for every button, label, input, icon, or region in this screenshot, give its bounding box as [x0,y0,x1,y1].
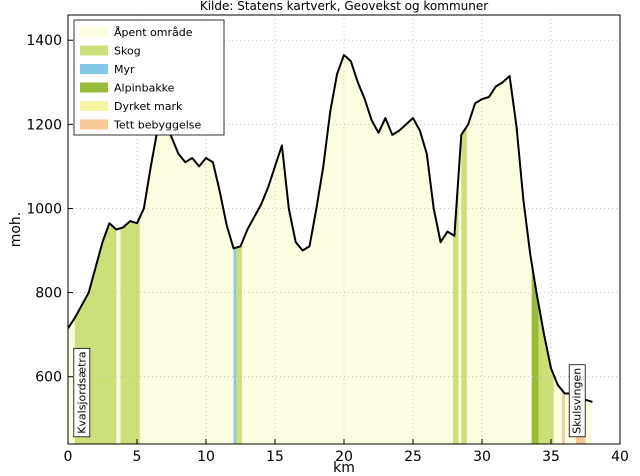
plot-area: 0 5 10 15 20 25 30 35 40 600 800 1000 1200 1400 Åpent … [26,14,629,465]
legend-swatch [80,101,108,111]
place-annotation: Skulsvingen [568,364,586,438]
legend-label: Skog [114,45,141,58]
x-tick-label: 40 [611,449,629,465]
y-tick-label: 800 [35,286,62,302]
elevation-profile-line [67,53,593,403]
place-annotation-label: Kvalsjordsætra [75,351,88,433]
landcover-segment [538,54,554,444]
x-tick-label: 25 [404,449,422,465]
x-tick-label: 0 [64,449,73,465]
legend-label: Myr [114,63,135,76]
landcover-segment [531,54,539,444]
legend-swatch [80,45,108,56]
x-axis-label: km [333,460,355,476]
place-annotation-label: Skulsvingen [571,368,584,434]
y-tick-label: 1000 [26,201,62,217]
place-annotation-box [73,347,91,438]
x-tick-label: 30 [473,449,491,465]
x-tick-label: 5 [133,449,142,465]
legend-label: Åpent område [114,26,193,39]
place-annotation: Kvalsjordsætra [73,347,91,438]
x-tick-label: 15 [266,449,284,465]
landcover-segment [236,54,242,444]
y-axis-label: moh. [8,212,24,248]
x-tick-label: 10 [197,449,215,465]
legend-swatch [80,119,108,130]
x-tick-label: 35 [542,449,560,465]
legend-swatch [80,82,108,93]
legend: Åpent område Skog Myr Alpinbakke Dyrket mark… [73,19,225,136]
chart-title: Kilde: Statens kartverk, Geovekst og kom… [200,0,488,13]
x-tick-label: 20 [335,449,353,465]
landcover-segment [453,54,459,444]
place-annotation-box [568,364,586,438]
legend-label: Dyrket mark [114,100,183,113]
landcover-segment [562,54,565,444]
y-tick-label: 1400 [26,33,62,49]
landcover-segment [233,54,237,444]
landcover-segment [461,54,467,444]
y-tick-label: 600 [35,370,62,386]
y-tick-label: 1200 [26,117,62,133]
legend-label: Alpinbakke [114,82,175,95]
legend-swatch [80,64,108,74]
legend-box [73,19,225,136]
legend-swatch [80,27,108,37]
legend-label: Tett bebyggelse [113,119,202,132]
